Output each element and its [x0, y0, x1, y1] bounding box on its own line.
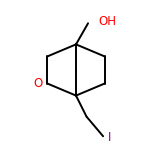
Text: I: I [108, 131, 111, 144]
Text: OH: OH [99, 15, 117, 28]
Text: O: O [34, 77, 43, 90]
